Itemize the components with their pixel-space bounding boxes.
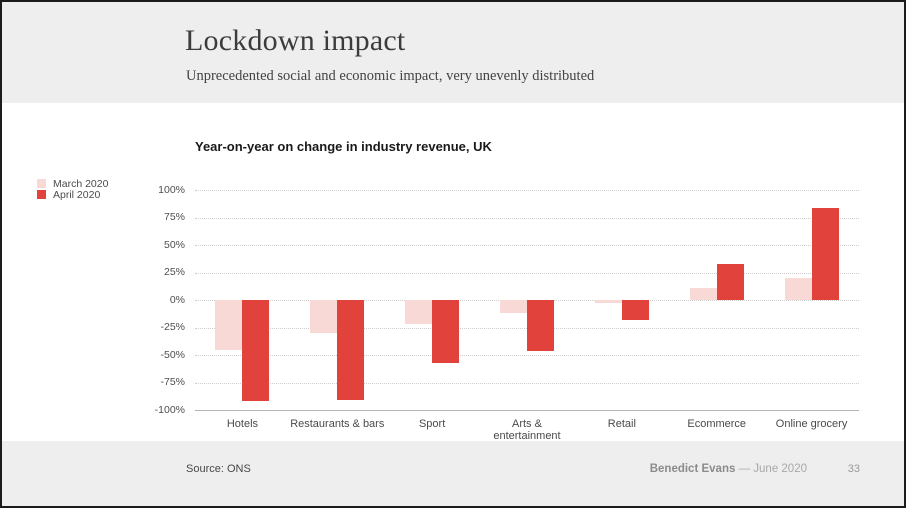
chart-title: Year-on-year on change in industry reven… bbox=[195, 139, 492, 154]
x-axis-label-restaurants-bars: Restaurants & bars bbox=[290, 418, 385, 430]
bar-april-2020-arts-entertainment bbox=[527, 300, 554, 351]
y-axis-label: 100% bbox=[158, 183, 185, 196]
credit-date: June 2020 bbox=[753, 463, 807, 475]
bar-march-2020-restaurants-bars bbox=[310, 300, 338, 333]
bar-march-2020-retail bbox=[594, 300, 622, 304]
y-axis-label: -50% bbox=[160, 348, 185, 361]
slide-title: Lockdown impact bbox=[185, 24, 406, 57]
y-axis-label: 25% bbox=[163, 266, 185, 278]
author-name: Benedict Evans bbox=[649, 463, 736, 475]
gridline bbox=[195, 190, 859, 191]
page-number: 33 bbox=[847, 463, 860, 475]
y-axis-label: 0% bbox=[169, 293, 185, 306]
gridline bbox=[195, 382, 859, 384]
x-axis-label-sport: Sport bbox=[418, 418, 446, 430]
author-credit: Benedict Evans — June 2020 bbox=[650, 463, 807, 475]
bar-march-2020-arts-entertainment bbox=[500, 300, 527, 314]
bar-march-2020-sport bbox=[405, 300, 433, 325]
legend-label: April 2020 bbox=[53, 188, 101, 201]
bar-april-2020-restaurants-bars bbox=[337, 300, 365, 401]
credit-separator: — bbox=[738, 463, 751, 475]
gridline bbox=[195, 355, 859, 356]
source-label: Source: ONS bbox=[186, 463, 251, 475]
bar-april-2020-online-grocery bbox=[811, 207, 839, 300]
bar-april-2020-hotels bbox=[242, 300, 270, 402]
x-axis-line bbox=[195, 410, 859, 411]
chart-legend: March 2020 April 2020 bbox=[37, 177, 109, 201]
footer: Source: ONS Benedict Evans — June 2020 3… bbox=[2, 441, 904, 506]
header: Lockdown impact Unprecedented social and… bbox=[2, 2, 904, 103]
bar-april-2020-sport bbox=[432, 300, 460, 363]
y-axis-label: -25% bbox=[160, 321, 185, 333]
gridline bbox=[195, 217, 859, 219]
bar-march-2020-hotels bbox=[215, 300, 243, 350]
gridline bbox=[195, 272, 859, 274]
slide-subtitle: Unprecedented social and economic impact… bbox=[186, 68, 595, 84]
gridline bbox=[195, 245, 859, 246]
y-axis-label: 50% bbox=[163, 238, 185, 251]
bar-april-2020-ecommerce bbox=[716, 263, 744, 300]
plot-area: 100% 75% 50% 25% 0% -25% -50% -75% -100% Hotels Re… bbox=[155, 184, 859, 442]
y-axis-label: -75% bbox=[160, 376, 185, 388]
x-axis-label-hotels: Hotels bbox=[226, 418, 259, 430]
legend-label: March 2020 bbox=[53, 177, 109, 190]
bar-april-2020-retail bbox=[621, 300, 649, 320]
x-axis-label-ecommerce: Ecommerce bbox=[687, 418, 747, 430]
x-axis-label-online-grocery: Online grocery bbox=[775, 418, 848, 430]
legend-item-april-2020: April 2020 bbox=[37, 188, 108, 201]
y-axis-label: -100% bbox=[154, 403, 185, 416]
legend-item-march-2020: March 2020 bbox=[37, 177, 109, 190]
x-axis-label-retail: Retail bbox=[607, 418, 636, 430]
legend-swatch-april-2020 bbox=[37, 190, 46, 199]
bar-march-2020-ecommerce bbox=[689, 287, 717, 300]
bar-march-2020-online-grocery bbox=[784, 278, 812, 300]
y-axis-label: 75% bbox=[163, 211, 185, 223]
legend-swatch-march-2020 bbox=[37, 179, 46, 188]
x-axis-label-arts-entertainment: Arts & entertainment bbox=[493, 418, 561, 442]
